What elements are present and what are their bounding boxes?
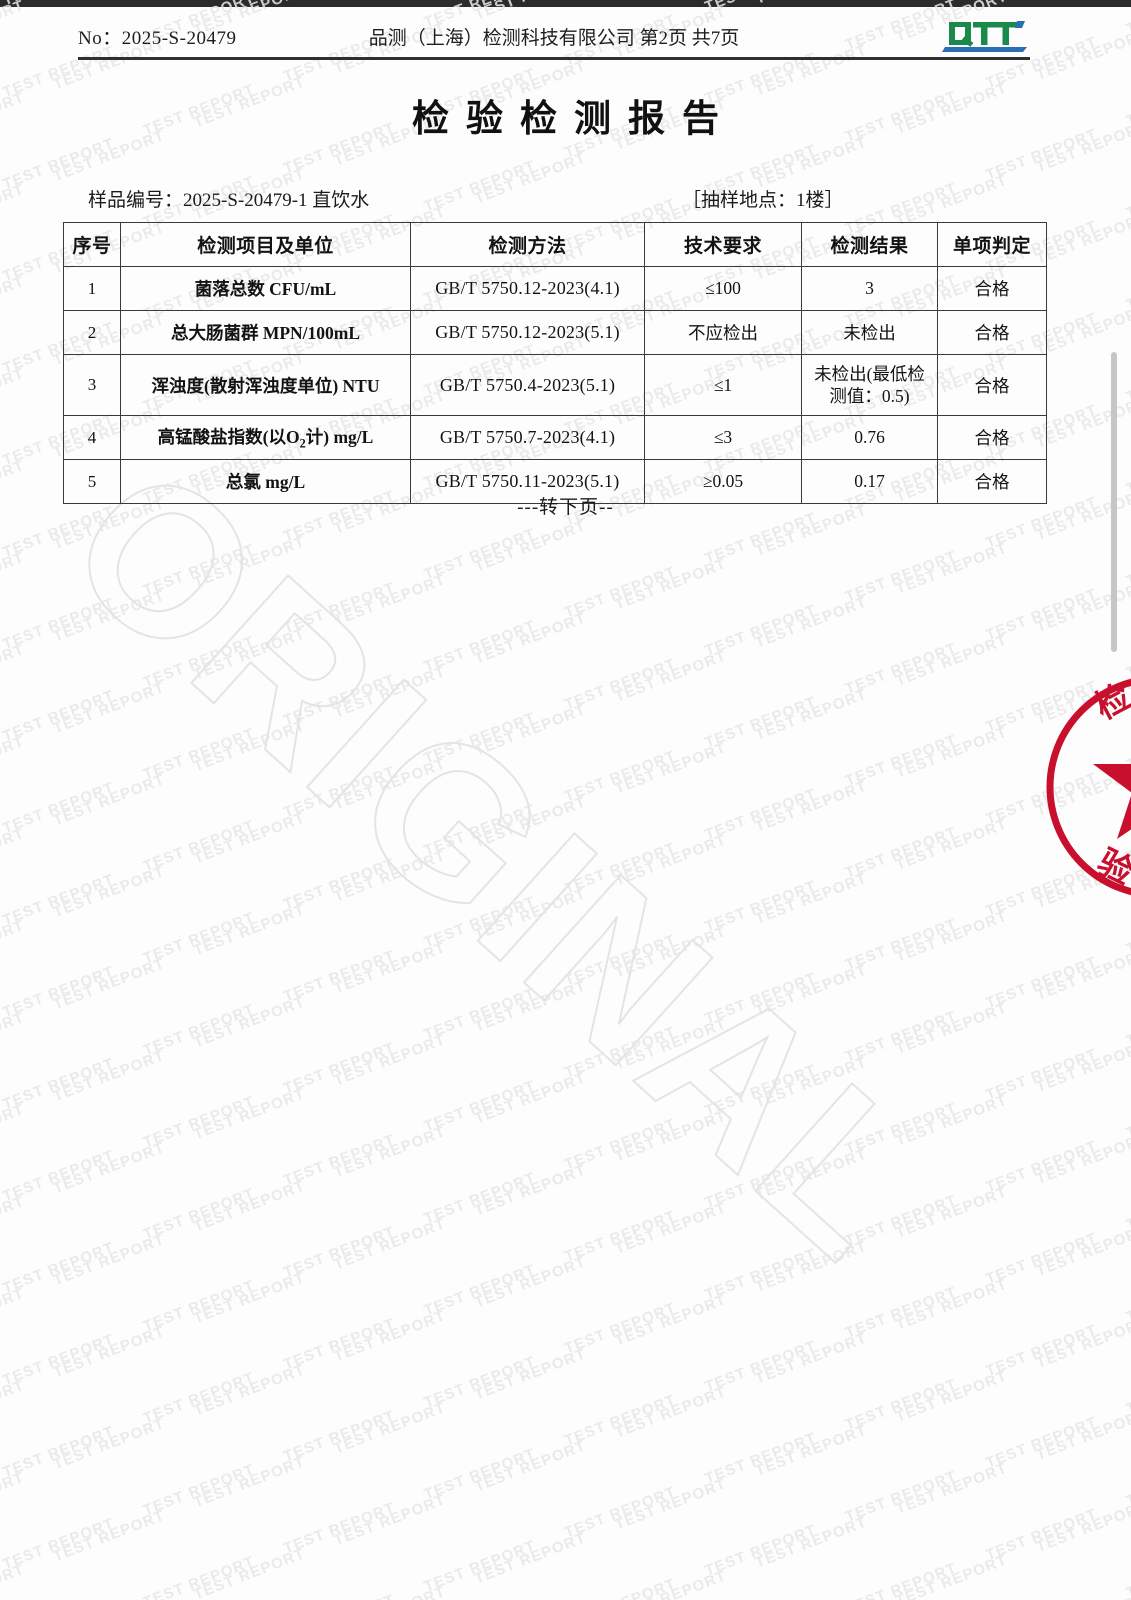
- cell-method: GB/T 5750.12-2023(4.1): [410, 266, 645, 311]
- column-header-requirement: 技术要求: [644, 222, 802, 267]
- cell-verdict: 合格: [937, 415, 1047, 460]
- cell-requirement: ≤1: [644, 354, 802, 416]
- report-number: No：2025-S-20479: [78, 27, 237, 49]
- page-title: 检验检测报告: [412, 99, 736, 140]
- cell-verdict: 合格: [937, 354, 1047, 416]
- cell-requirement: ≥0.05: [644, 459, 802, 504]
- cell-method: GB/T 5750.4-2023(5.1): [410, 354, 645, 416]
- vertical-scrollbar-track[interactable]: [1110, 0, 1119, 1600]
- cell-result: 0.76: [801, 415, 938, 460]
- continued-next-page-note: ---转下页--: [517, 497, 614, 518]
- cell-index: 1: [63, 266, 121, 311]
- sample-number: 样品编号：2025-S-20479-1 直饮水: [88, 190, 370, 211]
- table-header-row: 序号 检测项目及单位 检测方法 技术要求 检测结果 单项判定: [63, 222, 1047, 267]
- cell-item-prefix: 高锰酸盐指数(以O: [157, 426, 300, 447]
- cell-index: 3: [63, 354, 121, 416]
- vertical-scrollbar-thumb[interactable]: [1111, 352, 1117, 652]
- cell-verdict: 合格: [937, 266, 1047, 311]
- cell-index: 4: [63, 415, 121, 460]
- column-header-verdict: 单项判定: [937, 222, 1047, 267]
- column-header-method: 检测方法: [410, 222, 645, 267]
- cell-item: 高锰酸盐指数(以O2计) mg/L: [120, 415, 411, 460]
- column-header-index: 序号: [63, 222, 121, 267]
- sampling-location: ［抽样地点：1楼］: [682, 190, 844, 211]
- test-results-table: 序号 检测项目及单位 检测方法 技术要求 检测结果 单项判定 1 菌落总数 CF…: [63, 222, 1047, 504]
- company-and-page-label: 品测（上海）检测科技有限公司 第2页 共7页: [368, 27, 740, 49]
- column-header-item: 检测项目及单位: [120, 222, 411, 267]
- cell-requirement: 不应检出: [644, 310, 802, 355]
- cell-method: GB/T 5750.12-2023(5.1): [410, 310, 645, 355]
- sample-info-row: 样品编号：2025-S-20479-1 直饮水 ［抽样地点：1楼］: [88, 185, 1018, 211]
- cell-verdict: 合格: [937, 310, 1047, 355]
- cell-verdict: 合格: [937, 459, 1047, 504]
- cell-method: GB/T 5750.11-2023(5.1): [410, 459, 645, 504]
- viewer-top-bar: [0, 0, 1131, 7]
- cell-method: GB/T 5750.7-2023(4.1): [410, 415, 645, 460]
- table-row: 5 总氯 mg/L GB/T 5750.11-2023(5.1) ≥0.05 0…: [63, 459, 1047, 504]
- cell-item: 总氯 mg/L: [120, 459, 411, 504]
- column-header-result: 检测结果: [801, 222, 938, 267]
- cell-result: 未检出: [801, 310, 938, 355]
- cell-index: 5: [63, 459, 121, 504]
- qtt-logo-icon: [942, 18, 1030, 54]
- cell-result: 未检出(最低检 测值：0.5): [801, 354, 938, 416]
- table-row: 4 高锰酸盐指数(以O2计) mg/L GB/T 5750.7-2023(4.1…: [63, 415, 1047, 460]
- header-divider: [78, 57, 1030, 60]
- cell-item: 浑浊度(散射浑浊度单位) NTU: [120, 354, 411, 416]
- cell-result: 3: [801, 266, 938, 311]
- cell-item: 菌落总数 CFU/mL: [120, 266, 411, 311]
- page-header: No：2025-S-20479 品测（上海）检测科技有限公司 第2页 共7页: [78, 18, 1030, 54]
- cell-item-suffix: 计): [305, 426, 334, 447]
- table-row: 1 菌落总数 CFU/mL GB/T 5750.12-2023(4.1) ≤10…: [63, 266, 1047, 311]
- cell-item-unit: mg/L: [333, 426, 374, 447]
- table-row: 3 浑浊度(散射浑浊度单位) NTU GB/T 5750.4-2023(5.1)…: [63, 354, 1047, 416]
- cell-result-line2: 测值：0.5): [829, 386, 910, 406]
- cell-requirement: ≤3: [644, 415, 802, 460]
- cell-index: 2: [63, 310, 121, 355]
- cell-result-line1: 未检出(最低检: [814, 363, 925, 384]
- cell-item-subscript: 2: [299, 436, 306, 451]
- cell-result: 0.17: [801, 459, 938, 504]
- table-row: 2 总大肠菌群 MPN/100mL GB/T 5750.12-2023(5.1)…: [63, 310, 1047, 355]
- cell-requirement: ≤100: [644, 266, 802, 311]
- cell-item: 总大肠菌群 MPN/100mL: [120, 310, 411, 355]
